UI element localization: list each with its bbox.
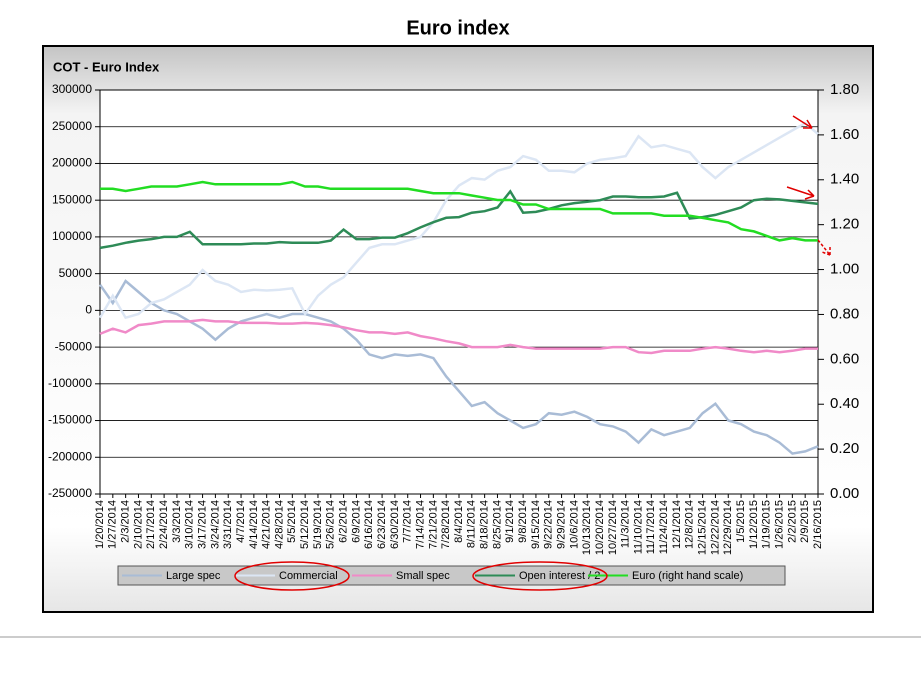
x-tick-label: 6/2/2014 [338,500,350,543]
x-tick-label: 1/27/2014 [107,500,119,549]
highlight-ellipse [472,561,608,591]
x-tick-label: 3/17/2014 [196,500,208,549]
y2-tick-label: 0.00 [830,485,859,502]
x-tick-label: 8/18/2014 [479,500,491,549]
x-tick-label: 5/5/2014 [286,500,298,543]
x-tick-label: 9/8/2014 [517,500,529,543]
legend-label: Small spec [396,570,450,582]
y-tick-label: -250000 [48,486,92,500]
x-tick-label: 10/20/2014 [594,500,606,555]
annotations [234,115,831,591]
x-tick-label: 7/21/2014 [427,500,439,549]
y-tick-label: -100000 [48,376,92,390]
y2-tick-label: 1.80 [830,81,859,98]
x-tick-label: 5/26/2014 [325,500,337,549]
x-tick-label: 2/9/2015 [799,500,811,543]
arrow [786,186,815,200]
y-tick-label: -150000 [48,413,92,427]
x-tick-label: 4/14/2014 [248,500,260,549]
y-tick-label: 300000 [52,82,92,96]
y-tick-label: 50000 [59,266,93,280]
y-tick-label: 0 [85,303,92,317]
x-tick-label: 1/12/2015 [748,500,760,549]
y-tick-label: -50000 [55,339,93,353]
series-line [99,318,818,355]
highlight-ellipse [234,561,350,591]
x-tick-label: 2/3/2014 [120,500,132,543]
x-tick-label: 7/7/2014 [402,500,414,543]
x-tick-label: 10/13/2014 [581,500,593,555]
legend [117,565,786,586]
x-tick-label: 1/19/2015 [761,500,773,549]
arrow [817,239,831,256]
x-tick-label: 8/4/2014 [453,500,465,543]
x-tick-label: 8/25/2014 [491,500,503,549]
y2-tick-label: 0.80 [830,305,859,322]
x-tick-label: 8/11/2014 [466,500,478,548]
x-tick-label: 2/24/2014 [158,500,170,549]
x-tick-label: 12/22/2014 [709,500,721,555]
x-tick-label: 1/20/2014 [94,500,106,549]
x-tick-label: 9/22/2014 [543,500,555,549]
y-tick-label: 150000 [52,192,92,206]
x-tick-label: 1/26/2015 [773,500,785,549]
x-tick-label: 12/8/2014 [684,500,696,549]
x-tick-label: 3/10/2014 [184,500,196,549]
x-tick-label: 9/1/2014 [504,500,516,543]
x-tick-label: 3/31/2014 [222,500,234,549]
arrow [792,115,813,129]
x-tick-label: 5/12/2014 [299,500,311,549]
x-tick-label: 11/24/2014 [658,500,670,554]
x-tick-label: 7/28/2014 [440,500,452,549]
x-tick-label: 2/10/2014 [132,500,144,549]
y-tick-label: -200000 [48,449,92,463]
x-tick-label: 4/21/2014 [261,500,273,549]
x-tick-label: 1/5/2015 [735,500,747,543]
chart-subtitle: COT - Euro Index [53,59,160,74]
legend-label: Euro (right hand scale) [632,570,743,582]
x-tick-label: 12/15/2014 [697,500,709,555]
x-tick-label: 7/14/2014 [414,500,426,549]
x-tick-label: 6/30/2014 [389,500,401,549]
x-tick-label: 3/24/2014 [209,500,221,549]
x-tick-label: 10/6/2014 [568,500,580,549]
series-line [98,121,819,320]
series-line [100,180,818,242]
x-tick-label: 4/28/2014 [273,500,285,549]
chart-title: Euro index [406,17,509,39]
x-tick-label: 11/10/2014 [632,500,644,554]
y2-tick-label: 1.60 [830,126,859,143]
plot-area [99,89,819,495]
legend-label: Commercial [279,570,338,582]
legend-label: Open interest / 2 [519,570,600,582]
x-tick-label: 6/16/2014 [363,500,375,549]
series-line [98,279,819,455]
y2-tick-label: 1.00 [830,261,859,278]
x-tick-label: 12/1/2014 [671,500,683,549]
x-tick-label: 2/17/2014 [145,500,157,549]
y2-tick-label: 1.20 [830,216,859,233]
x-tick-label: 9/29/2014 [555,500,567,549]
x-tick-label: 3/3/2014 [171,500,183,543]
x-tick-label: 2/16/2015 [812,500,824,549]
y-tick-label: 250000 [52,119,92,133]
x-tick-label: 11/17/2014 [645,500,657,554]
x-tick-label: 12/29/2014 [722,500,734,555]
legend-label: Large spec [166,570,221,582]
y2-tick-label: 0.20 [830,440,859,457]
x-tick-label: 6/9/2014 [350,500,362,543]
x-tick-label: 4/7/2014 [235,500,247,543]
x-tick-label: 5/19/2014 [312,500,324,549]
y2-tick-label: 1.40 [830,171,859,188]
x-tick-label: 2/2/2015 [786,500,798,543]
x-tick-label: 10/27/2014 [607,500,619,555]
x-tick-label: 11/3/2014 [620,500,632,548]
x-tick-label: 9/15/2014 [530,500,542,549]
x-tick-label: 6/23/2014 [376,500,388,549]
y2-tick-label: 0.40 [830,395,859,412]
y2-tick-label: 0.60 [830,350,859,367]
y-tick-label: 200000 [52,156,92,170]
y-tick-label: 100000 [52,229,92,243]
